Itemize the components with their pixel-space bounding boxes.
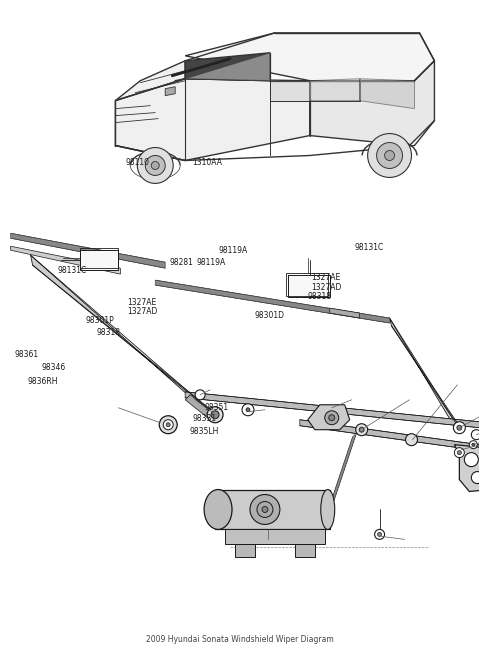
Text: 98110: 98110 — [125, 159, 149, 168]
Polygon shape — [185, 53, 270, 81]
Circle shape — [406, 434, 418, 445]
Circle shape — [374, 529, 384, 539]
Circle shape — [471, 472, 480, 483]
Text: 98131C: 98131C — [57, 265, 86, 274]
Circle shape — [454, 422, 465, 434]
Text: 9836RH: 9836RH — [27, 377, 58, 386]
Circle shape — [242, 403, 254, 416]
Polygon shape — [115, 79, 310, 160]
Polygon shape — [185, 392, 480, 428]
Circle shape — [329, 415, 335, 421]
Text: 2009 Hyundai Sonata Windshield Wiper Diagram: 2009 Hyundai Sonata Windshield Wiper Dia… — [146, 635, 334, 644]
Circle shape — [207, 407, 223, 422]
Ellipse shape — [321, 489, 335, 529]
Polygon shape — [390, 318, 461, 432]
Circle shape — [356, 424, 368, 436]
Bar — [81, 248, 119, 268]
Circle shape — [325, 411, 339, 424]
Bar — [81, 250, 119, 270]
Polygon shape — [225, 529, 325, 544]
Circle shape — [359, 427, 364, 432]
Polygon shape — [11, 233, 165, 268]
Circle shape — [455, 447, 464, 458]
Circle shape — [471, 430, 480, 440]
Polygon shape — [270, 81, 310, 101]
Polygon shape — [310, 79, 360, 101]
Text: 98301P: 98301P — [86, 316, 115, 326]
Polygon shape — [31, 255, 215, 415]
Circle shape — [195, 390, 205, 400]
Bar — [288, 275, 330, 297]
Circle shape — [469, 441, 477, 449]
Polygon shape — [11, 246, 120, 274]
Circle shape — [211, 411, 219, 419]
Text: 1327AE: 1327AE — [311, 273, 340, 282]
Text: 98318: 98318 — [307, 291, 331, 301]
Polygon shape — [185, 395, 215, 420]
Text: 98119A: 98119A — [218, 246, 248, 255]
Circle shape — [262, 506, 268, 512]
Text: 9835LH: 9835LH — [190, 428, 219, 436]
Circle shape — [257, 502, 273, 517]
Polygon shape — [295, 544, 315, 557]
Text: 98351: 98351 — [204, 403, 228, 412]
Polygon shape — [185, 53, 270, 81]
Text: 1327AD: 1327AD — [128, 307, 158, 316]
Circle shape — [377, 143, 403, 168]
Text: 1327AD: 1327AD — [311, 282, 341, 291]
Text: 1310AA: 1310AA — [192, 159, 222, 168]
Text: 98346: 98346 — [41, 364, 66, 373]
Polygon shape — [165, 86, 175, 96]
Polygon shape — [235, 544, 255, 557]
Text: 98331: 98331 — [192, 415, 216, 423]
Circle shape — [163, 420, 173, 430]
Polygon shape — [155, 280, 390, 323]
Polygon shape — [330, 308, 360, 318]
Circle shape — [457, 425, 462, 430]
Circle shape — [151, 162, 159, 170]
Polygon shape — [185, 33, 434, 81]
Polygon shape — [300, 420, 480, 451]
Text: 98131C: 98131C — [355, 243, 384, 252]
Circle shape — [145, 155, 165, 176]
Circle shape — [384, 151, 395, 160]
Circle shape — [250, 495, 280, 525]
Circle shape — [464, 453, 478, 466]
Polygon shape — [115, 61, 185, 101]
Ellipse shape — [204, 489, 232, 529]
Circle shape — [166, 422, 170, 426]
Circle shape — [159, 416, 177, 434]
Polygon shape — [455, 445, 480, 491]
Circle shape — [246, 408, 250, 412]
Polygon shape — [215, 489, 330, 529]
Text: 98281: 98281 — [169, 257, 193, 267]
Circle shape — [368, 134, 411, 178]
Circle shape — [378, 533, 382, 536]
Text: 98318: 98318 — [96, 328, 120, 337]
Circle shape — [472, 443, 475, 446]
Circle shape — [137, 147, 173, 183]
Polygon shape — [308, 405, 350, 430]
Bar — [286, 273, 328, 296]
Text: 98361: 98361 — [14, 350, 38, 360]
Text: 98119A: 98119A — [197, 257, 226, 267]
Circle shape — [457, 451, 461, 455]
Polygon shape — [310, 61, 434, 145]
Text: 1327AE: 1327AE — [128, 298, 157, 307]
Polygon shape — [360, 79, 415, 109]
Text: 98301D: 98301D — [254, 311, 284, 320]
